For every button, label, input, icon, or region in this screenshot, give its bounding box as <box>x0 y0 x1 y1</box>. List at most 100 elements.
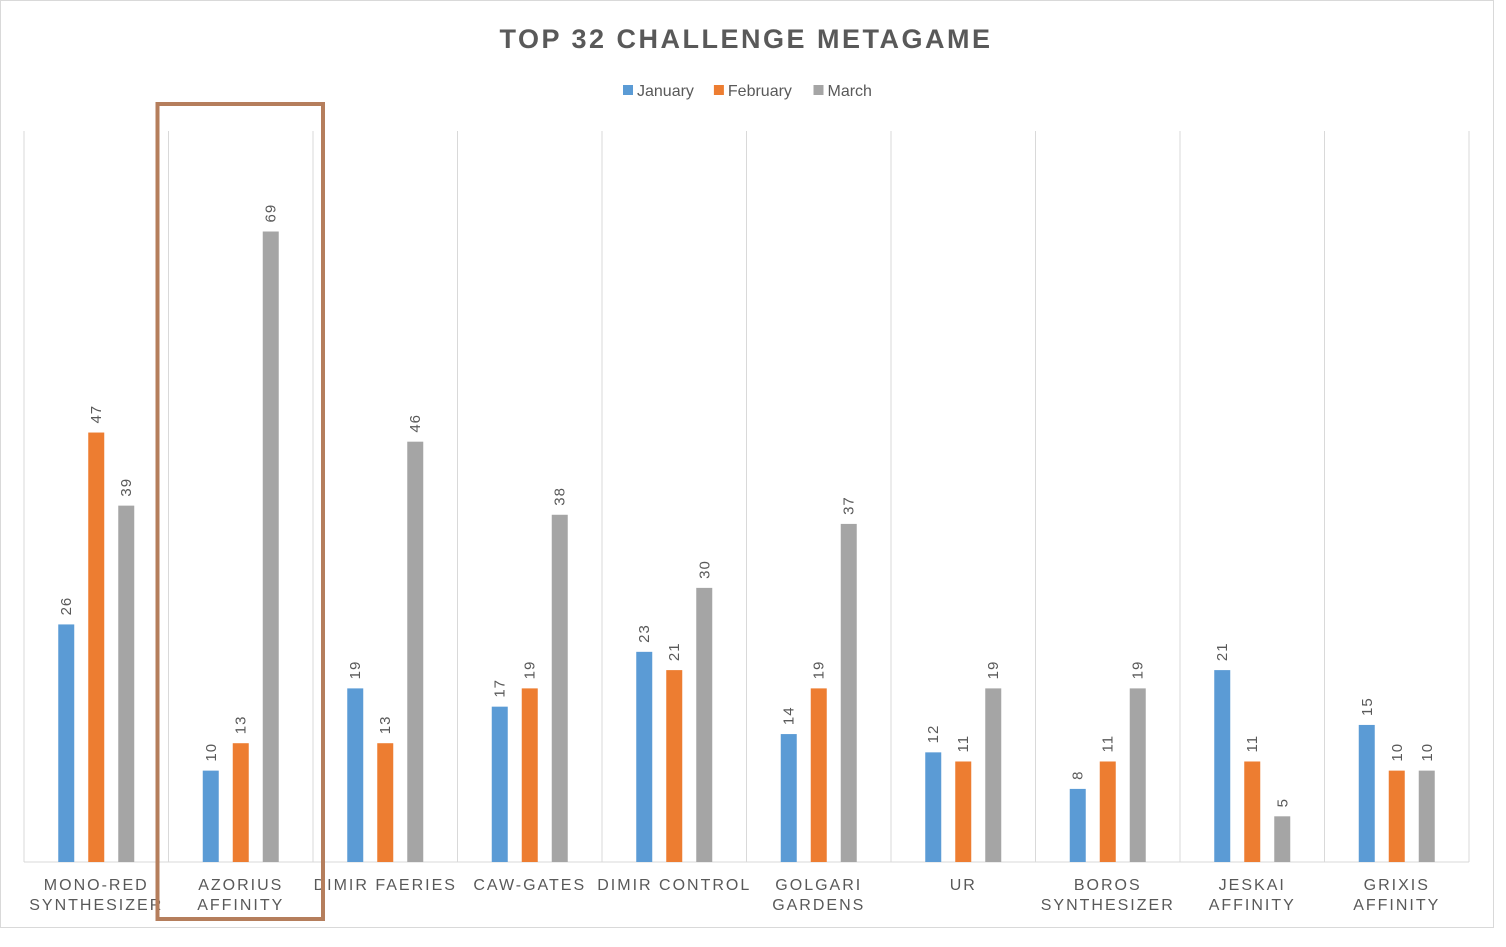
data-label: 17 <box>492 679 509 698</box>
legend-swatch-march <box>813 85 824 95</box>
category-label-line: SYNTHESIZER <box>29 897 163 914</box>
highlight-box <box>155 102 325 921</box>
bar-february <box>88 432 105 862</box>
legend-label-january: January <box>637 83 694 100</box>
bar-february <box>1388 770 1405 862</box>
category-label-line: AFFINITY <box>1209 897 1296 914</box>
category-label: GRIXIS AFFINITY <box>1353 877 1440 914</box>
bar-march <box>1274 816 1291 862</box>
data-label: 19 <box>1130 661 1147 680</box>
data-label: 10 <box>203 743 220 762</box>
data-label: 21 <box>1214 642 1231 661</box>
bar-march <box>407 441 424 862</box>
data-label: 23 <box>636 624 653 643</box>
data-label: 19 <box>347 661 364 680</box>
category-label: JESKAI AFFINITY <box>1209 877 1296 914</box>
category-label: DIMIR CONTROL <box>597 877 751 894</box>
legend-swatch-february <box>713 85 724 95</box>
bar-january <box>58 624 75 862</box>
category-label: MONO-RED SYNTHESIZER <box>29 877 163 914</box>
category-label: UR <box>950 877 977 894</box>
bar-march <box>1129 688 1146 862</box>
data-label: 11 <box>955 735 972 753</box>
data-label: 69 <box>263 204 280 223</box>
bar-january <box>347 688 364 862</box>
data-label: 13 <box>377 716 394 735</box>
bar-february <box>232 743 249 862</box>
category-label-line: SYNTHESIZER <box>1041 897 1175 914</box>
bar-january <box>925 752 942 862</box>
bar-march <box>262 231 279 862</box>
bar-march <box>696 587 713 862</box>
data-label: 19 <box>985 661 1002 680</box>
legend-swatch-january <box>623 85 633 95</box>
data-label: 19 <box>811 661 828 680</box>
bar-february <box>810 688 827 862</box>
data-label: 10 <box>1419 743 1436 762</box>
data-label: 13 <box>233 716 250 735</box>
category-label-line: CAW-GATES <box>473 877 586 894</box>
plot-data-labels: 26 47 39 10 13 69 19 13 46 17 19 38 23 21 30 14 19 37 12 11… <box>58 204 1436 807</box>
bar-february <box>1099 761 1116 862</box>
bar-february <box>377 743 394 862</box>
category-label-line: JESKAI <box>1219 877 1286 894</box>
data-label: 15 <box>1359 697 1376 716</box>
bar-february <box>666 670 683 862</box>
bar-march <box>985 688 1002 862</box>
category-label: GOLGARI GARDENS <box>772 877 865 914</box>
data-label: 8 <box>1070 771 1087 780</box>
data-label: 11 <box>1100 735 1117 753</box>
category-label-line: DIMIR CONTROL <box>597 877 751 894</box>
category-label-line: BOROS <box>1074 877 1142 894</box>
bar-february <box>955 761 972 862</box>
bar-january <box>636 651 653 862</box>
data-label: 11 <box>1244 735 1261 753</box>
category-label-line: UR <box>950 877 977 894</box>
category-label-line: DIMIR FAERIES <box>314 877 457 894</box>
bar-january <box>780 734 797 862</box>
bar-february <box>521 688 538 862</box>
data-label: 47 <box>88 405 105 424</box>
category-label: AZORIUS AFFINITY <box>197 877 284 914</box>
data-label: 37 <box>841 496 858 515</box>
chart-title: TOP 32 CHALLENGE METAGAME <box>499 24 992 54</box>
plot-grid <box>23 131 1470 863</box>
data-label: 38 <box>552 487 569 506</box>
bar-january <box>1358 724 1375 862</box>
bar-january <box>491 706 508 862</box>
category-label-line: MONO-RED <box>44 877 149 894</box>
data-label: 30 <box>696 560 713 579</box>
data-label: 10 <box>1389 743 1406 762</box>
data-label: 12 <box>925 725 942 744</box>
data-label: 14 <box>781 706 798 725</box>
data-label: 21 <box>666 642 683 661</box>
bar-march <box>1418 770 1435 862</box>
bar-february <box>1244 761 1261 862</box>
bar-january <box>1069 788 1086 862</box>
category-axis-labels: MONO-RED SYNTHESIZER AZORIUS AFFINITY DIMIR … <box>29 877 1440 914</box>
category-label: DIMIR FAERIES <box>314 877 457 894</box>
category-label-line: GOLGARI <box>775 877 862 894</box>
highlight-overlay <box>155 102 325 921</box>
bar-march <box>840 523 857 862</box>
bar-march <box>551 514 568 862</box>
legend-label-march: March <box>828 83 872 100</box>
plot-bars <box>58 231 1435 862</box>
data-label: 5 <box>1274 798 1291 807</box>
bar-january <box>1214 670 1231 862</box>
category-label-line: AFFINITY <box>197 897 284 914</box>
chart-legend: January February March <box>623 83 872 100</box>
category-label-line: AZORIUS <box>198 877 283 894</box>
category-label: CAW-GATES <box>473 877 586 894</box>
data-label: 46 <box>407 414 424 433</box>
legend-label-february: February <box>728 83 792 100</box>
data-label: 26 <box>58 597 75 616</box>
data-label: 19 <box>522 661 539 680</box>
category-label-line: GRIXIS <box>1364 877 1430 894</box>
category-label-line: GARDENS <box>772 897 865 914</box>
bar-march <box>118 505 135 862</box>
category-label-line: AFFINITY <box>1353 897 1440 914</box>
bar-january <box>202 770 219 862</box>
